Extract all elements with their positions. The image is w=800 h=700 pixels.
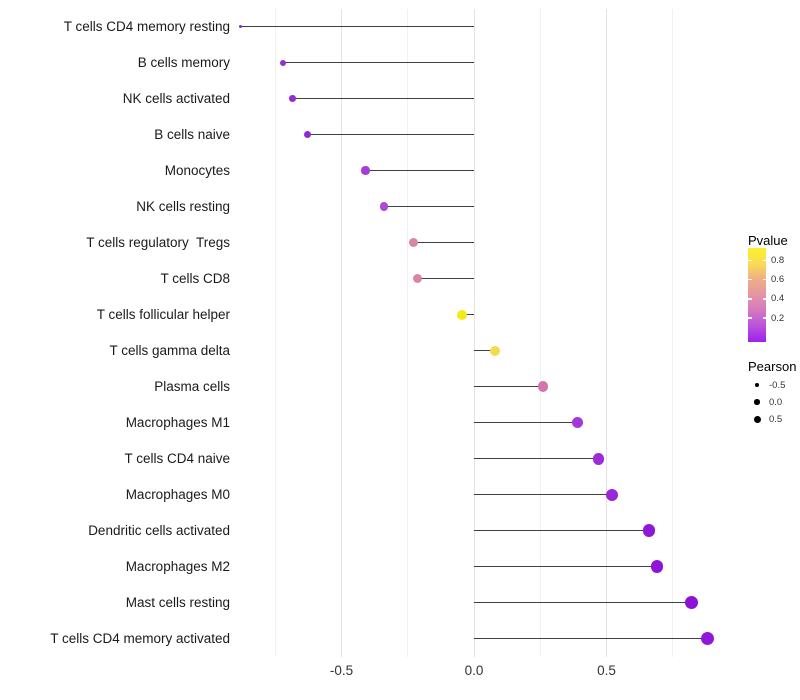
gridline-minor	[274, 9, 276, 657]
category-label: T cells gamma delta	[109, 342, 230, 358]
lollipop-stem	[462, 314, 474, 316]
lollipop-dot	[408, 238, 418, 248]
gridline-minor	[407, 9, 409, 657]
lollipop-dot	[650, 560, 664, 573]
lollipop-stem	[474, 638, 708, 640]
lollipop-dot	[412, 274, 422, 284]
category-label: B cells memory	[137, 54, 230, 70]
lollipop-dot	[605, 488, 618, 501]
x-axis-tick-label: -0.5	[329, 663, 354, 678]
colorbar-tick	[762, 317, 766, 319]
lollipop-stem	[474, 566, 657, 568]
category-label: T cells CD8	[160, 270, 230, 286]
lollipop-dot	[642, 524, 656, 537]
lollipop-dot	[537, 381, 549, 392]
lollipop-dot	[379, 202, 389, 211]
lollipop-dot	[289, 95, 296, 102]
x-axis-tick-label: 0.5	[597, 663, 616, 678]
lollipop-dot	[490, 345, 501, 356]
category-label: T cells regulatory Tregs	[86, 234, 230, 250]
x-axis-tick-label: 0.0	[464, 663, 484, 678]
size-legend-label: -0.5	[769, 379, 786, 391]
category-label: Plasma cells	[154, 378, 230, 394]
category-label: Monocytes	[164, 162, 230, 178]
category-label: Macrophages M0	[125, 486, 230, 502]
lollipop-stem	[474, 602, 692, 604]
lollipop-dot	[239, 25, 243, 29]
lollipop-dot	[684, 596, 698, 610]
lollipop-stem	[474, 458, 599, 460]
lollipop-stem	[365, 170, 474, 172]
size-legend-dot	[754, 382, 760, 388]
colorbar-tick	[748, 259, 752, 262]
colorbar-tick-label: 0.8	[771, 254, 785, 266]
category-label: B cells naive	[154, 126, 230, 142]
lollipop-stem	[383, 206, 474, 208]
lollipop-stem	[413, 242, 474, 244]
lollipop-stem	[240, 26, 474, 28]
category-label: T cells follicular helper	[96, 306, 230, 322]
lollipop-dot	[700, 632, 714, 646]
category-label: Macrophages M1	[125, 414, 230, 430]
lollipop-stem	[307, 134, 474, 136]
lollipop-stem	[474, 494, 612, 496]
lollipop-stem	[474, 350, 496, 352]
colorbar-tick	[762, 259, 766, 262]
category-label: T cells CD4 naive	[124, 450, 230, 466]
colorbar-tick	[748, 298, 752, 300]
size-legend-dot	[754, 399, 760, 405]
lollipop-dot	[280, 59, 287, 66]
gridline-minor	[672, 9, 674, 657]
category-label: Macrophages M2	[125, 558, 230, 574]
lollipop-stem	[283, 62, 474, 64]
lollipop-stem	[474, 422, 578, 424]
lollipop-stem	[292, 98, 474, 100]
pvalue-colorbar	[748, 248, 766, 342]
lollipop-dot	[303, 131, 311, 139]
gridline-major	[473, 9, 475, 657]
size-legend-dot	[753, 415, 761, 423]
lollipop-dot	[592, 452, 605, 465]
pvalue-legend-title: Pvalue	[748, 233, 788, 248]
pearson-legend-title: Pearson	[748, 359, 797, 374]
category-label: Dendritic cells activated	[88, 522, 230, 538]
lollipop-stem	[474, 530, 649, 532]
category-label: NK cells resting	[136, 198, 230, 214]
lollipop-dot	[457, 309, 468, 320]
colorbar-tick-label: 0.2	[771, 312, 785, 324]
lollipop-dot	[571, 417, 583, 429]
colorbar-tick-label: 0.6	[771, 274, 785, 286]
category-label: T cells CD4 memory resting	[63, 18, 230, 34]
colorbar-tick	[748, 317, 752, 319]
colorbar-tick	[762, 278, 766, 281]
category-label: T cells CD4 memory activated	[50, 630, 230, 646]
category-label: NK cells activated	[122, 90, 230, 106]
lollipop-stem	[417, 278, 474, 280]
colorbar-tick	[748, 278, 752, 281]
lollipop-stem	[474, 386, 543, 388]
size-legend-label: 0.0	[769, 396, 783, 408]
size-legend-label: 0.5	[769, 413, 783, 425]
category-label: Mast cells resting	[125, 594, 230, 610]
colorbar-tick	[762, 298, 766, 300]
gridline-major	[606, 9, 607, 657]
colorbar-tick-label: 0.4	[771, 293, 785, 305]
gridline-minor	[539, 9, 541, 657]
gridline-major	[341, 9, 342, 657]
lollipop-dot	[361, 166, 370, 175]
